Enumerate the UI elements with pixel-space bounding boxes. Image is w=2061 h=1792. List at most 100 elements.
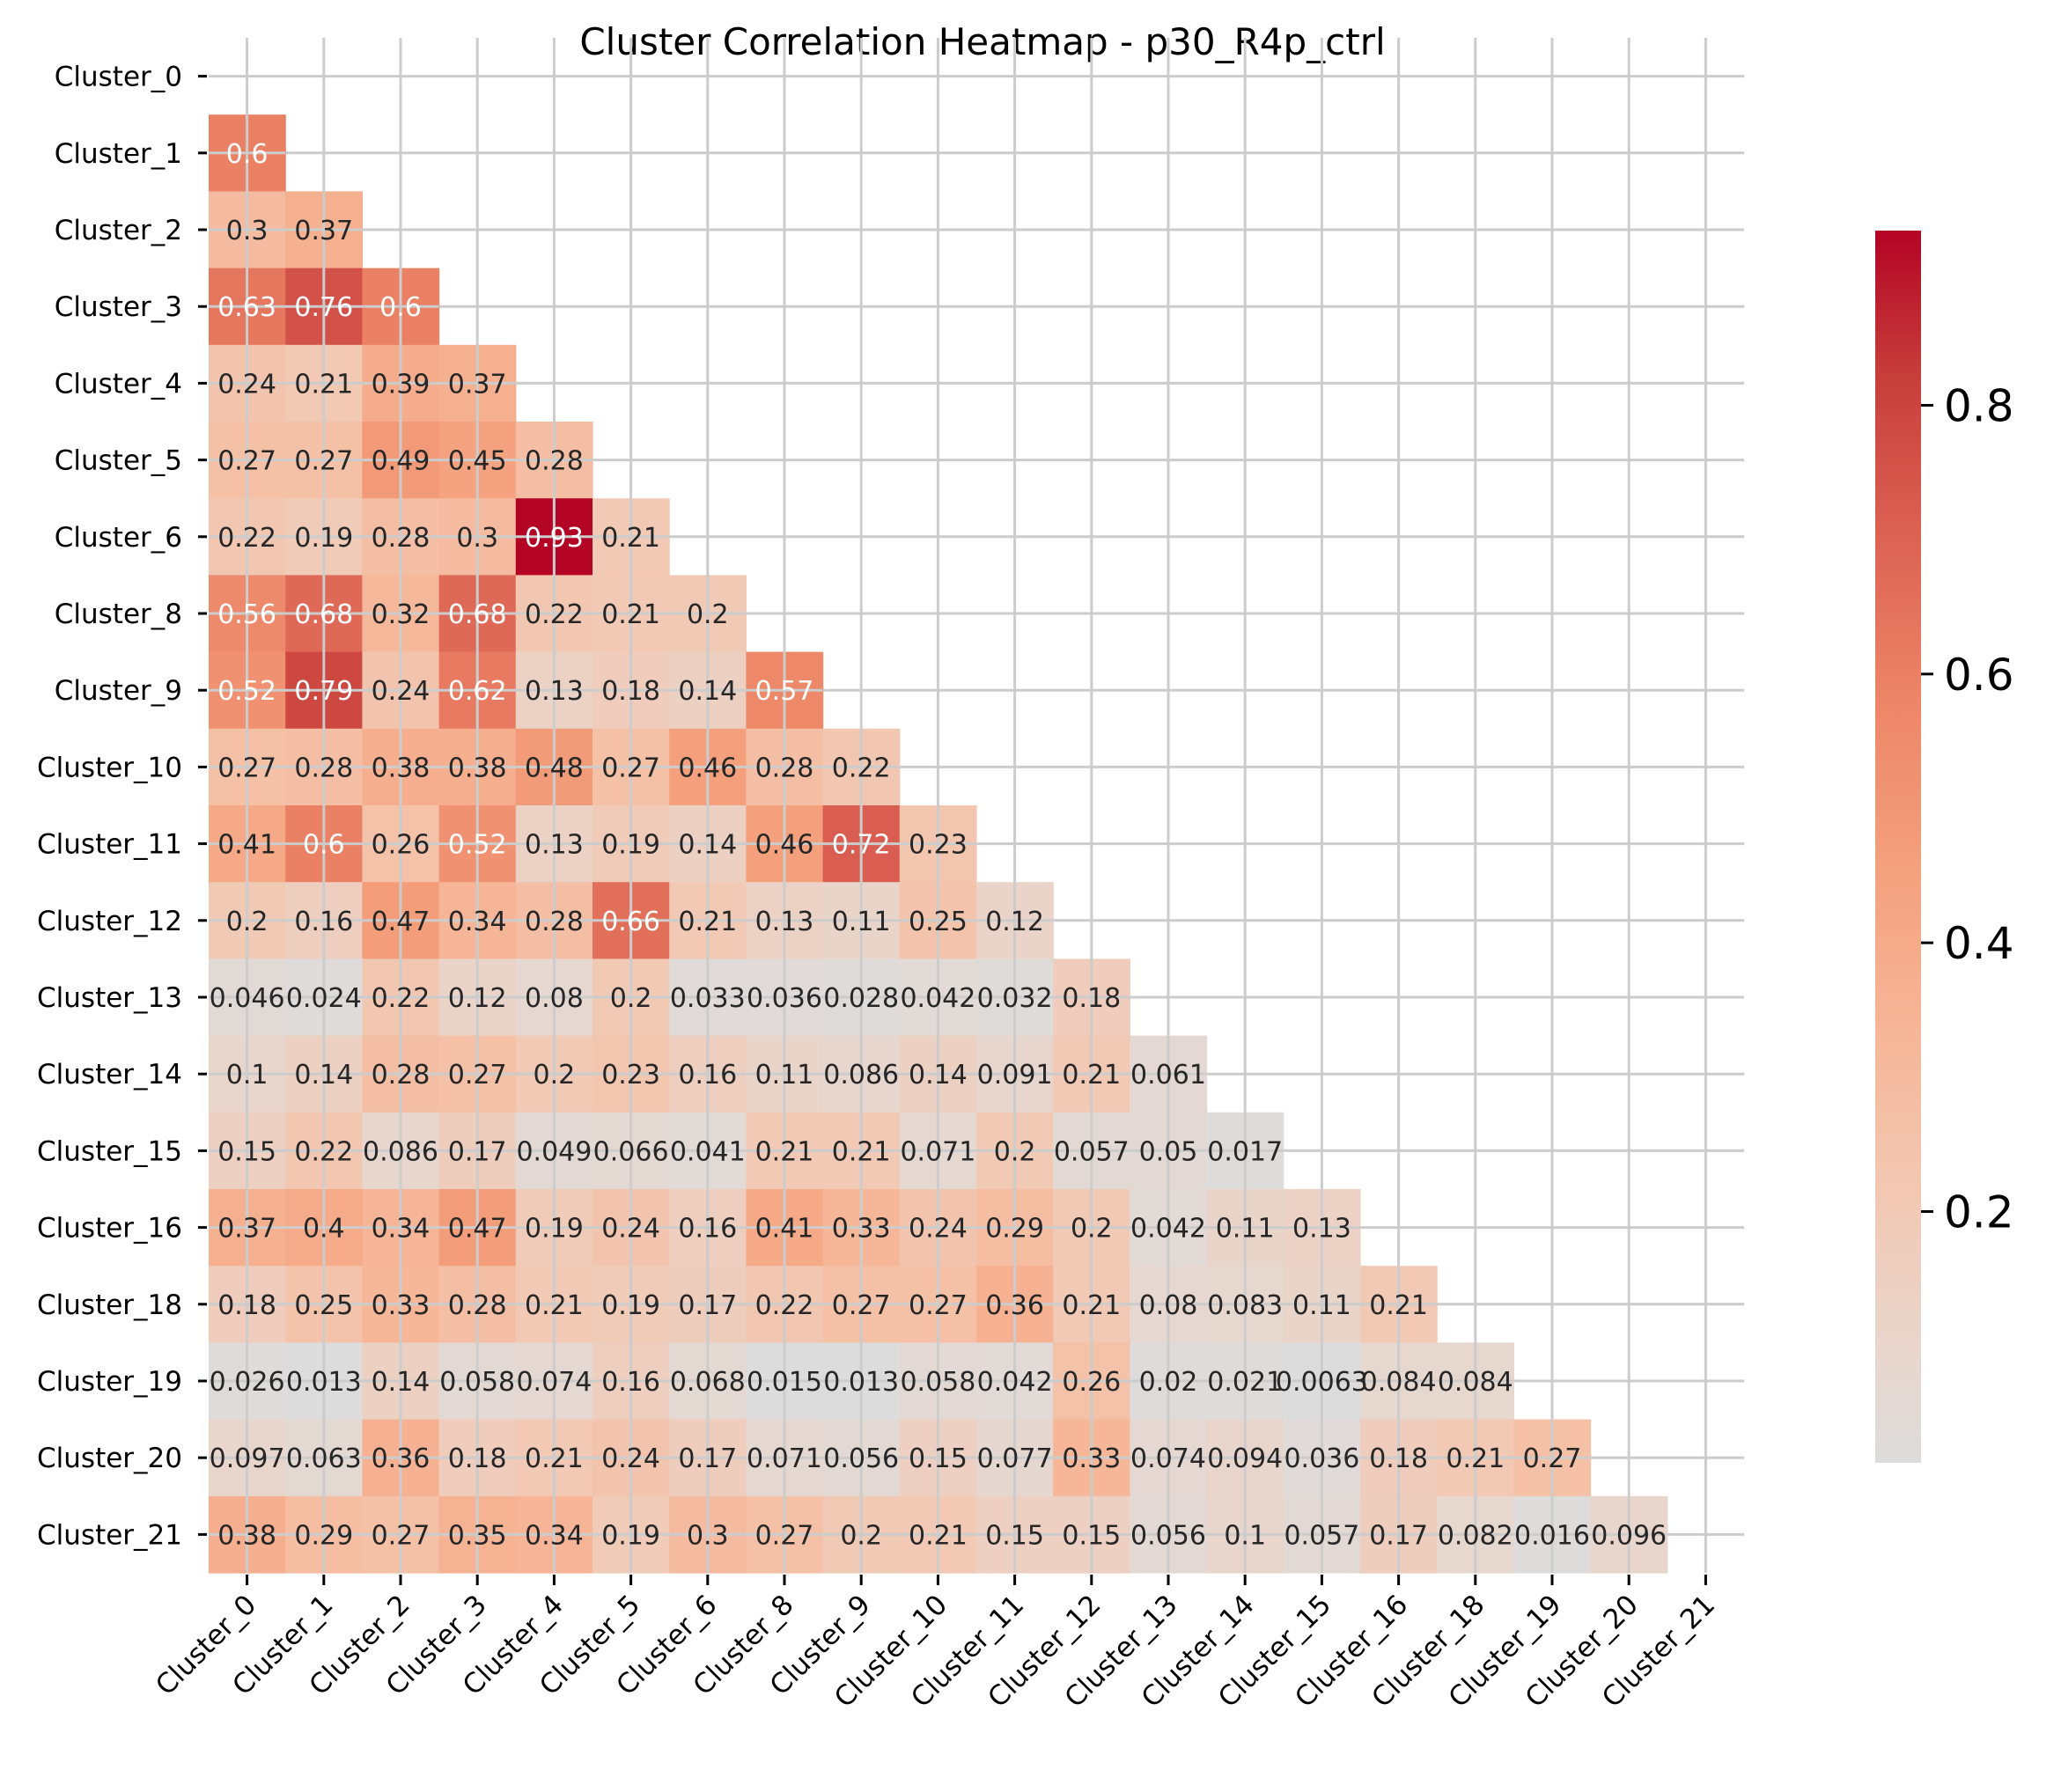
cell-value-label: 0.19	[601, 1290, 660, 1321]
cell-value-label: 0.27	[217, 753, 276, 783]
cell-value-label: 0.33	[1062, 1443, 1121, 1474]
cell-value-label: 0.21	[525, 1290, 584, 1321]
cell-value-label: 0.21	[755, 1136, 814, 1167]
cell-value-label: 0.096	[1591, 1520, 1667, 1551]
cell-value-label: 0.013	[286, 1367, 362, 1398]
cell-value-label: 0.2	[226, 907, 269, 937]
cell-value-label: 0.11	[832, 907, 891, 937]
cell-value-label: 0.21	[1062, 1060, 1121, 1091]
cell-value-label: 0.17	[1369, 1520, 1428, 1551]
cell-value-label: 0.47	[448, 1214, 507, 1245]
cell-value-label: 0.14	[372, 1367, 431, 1398]
cell-value-label: 0.57	[755, 676, 814, 707]
cell-value-label: 0.28	[755, 753, 814, 783]
cell-value-label: 0.18	[217, 1290, 276, 1321]
cell-value-label: 0.19	[601, 830, 660, 861]
cell-value-label: 0.46	[678, 753, 737, 783]
cell-value-label: 0.26	[1062, 1367, 1121, 1398]
cell-value-label: 0.36	[985, 1290, 1044, 1321]
cell-value-label: 0.52	[217, 676, 276, 707]
cell-value-label: 0.24	[909, 1214, 968, 1245]
cell-value-label: 0.23	[601, 1060, 660, 1091]
cell-value-label: 0.12	[985, 907, 1044, 937]
y-tick-label: Cluster_3	[55, 291, 182, 323]
cell-value-label: 0.2	[687, 599, 729, 630]
cell-value-label: 0.16	[678, 1060, 737, 1091]
cell-value-label: 0.79	[294, 676, 353, 707]
cell-value-label: 0.057	[1284, 1520, 1359, 1551]
cell-value-label: 0.6	[303, 830, 345, 861]
cell-value-label: 0.21	[294, 369, 353, 400]
cell-value-label: 0.094	[1207, 1443, 1283, 1474]
cell-value-label: 0.021	[1207, 1367, 1283, 1398]
y-tick-label: Cluster_0	[55, 62, 182, 93]
cell-value-label: 0.013	[823, 1367, 899, 1398]
cell-value-label: 0.068	[670, 1367, 746, 1398]
cell-value-label: 0.68	[294, 599, 353, 630]
cell-value-label: 0.15	[985, 1520, 1044, 1551]
cell-value-label: 0.056	[823, 1443, 899, 1474]
cell-value-label: 0.046	[210, 983, 285, 1014]
cell-value-label: 0.063	[286, 1443, 362, 1474]
cell-value-label: 0.66	[601, 907, 660, 937]
cell-value-label: 0.68	[448, 599, 507, 630]
cell-value-label: 0.058	[439, 1367, 515, 1398]
cell-value-label: 0.21	[525, 1443, 584, 1474]
colorbar-tick-label: 0.2	[1944, 1187, 2014, 1238]
colorbar-tick-label: 0.6	[1944, 650, 2014, 701]
cell-value-label: 0.6	[379, 292, 422, 323]
y-tick-label: Cluster_6	[55, 522, 182, 554]
cell-value-label: 0.17	[678, 1443, 737, 1474]
cell-value-label: 0.19	[525, 1214, 584, 1245]
colorbar-ticks: 0.2 0.4 0.6 0.8	[1921, 380, 2014, 1238]
cell-value-label: 0.16	[678, 1214, 737, 1245]
cell-value-label: 0.27	[755, 1520, 814, 1551]
cell-value-label: 0.38	[217, 1520, 276, 1551]
cell-value-label: 0.071	[900, 1136, 975, 1167]
cell-value-label: 0.27	[448, 1060, 507, 1091]
y-tick-label: Cluster_9	[55, 675, 182, 707]
cell-value-label: 0.22	[832, 753, 891, 783]
y-tick-label: Cluster_16	[37, 1213, 182, 1245]
cell-value-label: 0.18	[448, 1443, 507, 1474]
cell-value-label: 0.1	[226, 1060, 269, 1091]
cell-value-label: 0.37	[448, 369, 507, 400]
cell-value-label: 0.29	[294, 1520, 353, 1551]
cell-value-label: 0.21	[678, 907, 737, 937]
cell-value-label: 0.091	[977, 1060, 1053, 1091]
cell-value-label: 0.036	[747, 983, 822, 1014]
cell-value-label: 0.21	[909, 1520, 968, 1551]
cell-value-label: 0.52	[448, 830, 507, 861]
cell-value-label: 0.72	[832, 830, 891, 861]
cell-value-label: 0.14	[909, 1060, 968, 1091]
cell-value-label: 0.033	[670, 983, 746, 1014]
cell-value-label: 0.24	[217, 369, 276, 400]
cell-value-label: 0.024	[286, 983, 362, 1014]
y-tick-label: Cluster_5	[55, 445, 182, 477]
cell-value-label: 0.086	[363, 1136, 438, 1167]
cell-value-label: 0.22	[217, 523, 276, 554]
cell-value-label: 0.14	[678, 830, 737, 861]
cell-value-label: 0.061	[1130, 1060, 1206, 1091]
cell-value-label: 0.27	[217, 446, 276, 477]
cell-value-label: 0.042	[900, 983, 975, 1014]
cell-value-label: 0.11	[755, 1060, 814, 1091]
cell-value-label: 0.6	[226, 139, 269, 170]
cell-value-label: 0.33	[372, 1290, 431, 1321]
cell-value-label: 0.21	[1369, 1290, 1428, 1321]
cell-value-label: 0.22	[525, 599, 584, 630]
cell-value-label: 0.27	[372, 1520, 431, 1551]
cell-value-label: 0.21	[1446, 1443, 1505, 1474]
cell-value-label: 0.049	[516, 1136, 592, 1167]
cell-value-label: 0.15	[217, 1136, 276, 1167]
y-tick-label: Cluster_14	[37, 1059, 182, 1091]
cell-value-label: 0.15	[1062, 1520, 1121, 1551]
cell-value-label: 0.93	[525, 523, 584, 554]
cell-value-label: 0.026	[210, 1367, 285, 1398]
cell-value-label: 0.25	[909, 907, 968, 937]
cell-value-label: 0.16	[601, 1367, 660, 1398]
cell-value-label: 0.49	[372, 446, 431, 477]
cell-value-label: 0.083	[1207, 1290, 1283, 1321]
cell-value-label: 0.14	[294, 1060, 353, 1091]
